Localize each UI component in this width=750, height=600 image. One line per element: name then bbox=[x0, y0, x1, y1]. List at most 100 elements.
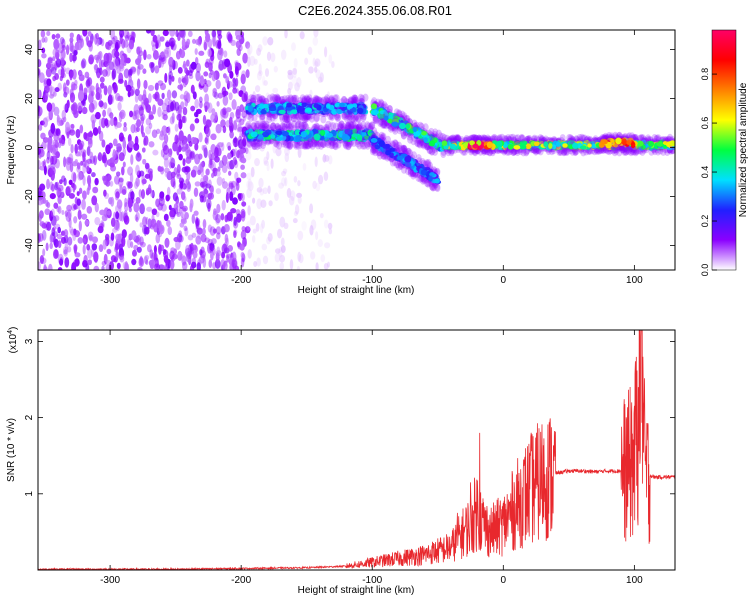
spectrogram-cell bbox=[361, 141, 368, 150]
spectrogram-cell bbox=[344, 115, 351, 124]
spectrogram-cell bbox=[259, 145, 265, 152]
spectrogram-cell bbox=[345, 123, 352, 132]
spectrogram-cell bbox=[291, 114, 298, 123]
spectrogram-cell bbox=[136, 64, 141, 75]
spectrogram-cell bbox=[130, 154, 134, 166]
spectrogram-cell bbox=[273, 65, 278, 73]
spectrogram-cell bbox=[192, 250, 198, 259]
spectrogram-cell bbox=[50, 208, 55, 217]
spectrogram-cell bbox=[256, 141, 263, 149]
spectrogram-cell bbox=[271, 124, 278, 133]
spectrogram-cell bbox=[405, 167, 411, 176]
spectrogram-cell bbox=[62, 82, 67, 93]
spectrogram-cell bbox=[194, 98, 200, 109]
spectrogram-cell bbox=[372, 115, 379, 124]
spectrogram-cell bbox=[121, 166, 125, 176]
spectrogram-cell bbox=[274, 192, 279, 202]
spectrogram-cell bbox=[50, 61, 55, 69]
spectrogram-cell bbox=[302, 121, 309, 130]
spectrogram-cell bbox=[113, 175, 121, 185]
spectrogram-cell bbox=[348, 96, 355, 105]
spectrogram-cell bbox=[66, 99, 70, 109]
spectrogram-cell bbox=[66, 204, 72, 212]
spectrogram-cell bbox=[38, 199, 43, 206]
spectrogram-cell bbox=[300, 113, 307, 122]
spectrogram-cell bbox=[132, 249, 137, 257]
spectrogram-cell bbox=[331, 61, 335, 68]
spectrogram-cell bbox=[303, 137, 310, 146]
spectrogram-cell bbox=[326, 104, 331, 109]
spectrogram-cell bbox=[81, 199, 86, 210]
spectrogram-cell bbox=[211, 238, 217, 245]
spectrogram-cell bbox=[187, 30, 193, 38]
spectrogram-cell bbox=[271, 94, 278, 102]
spectrogram-cell bbox=[288, 122, 295, 131]
spectrogram-cell bbox=[208, 62, 213, 72]
spectrogram-cell bbox=[144, 254, 150, 261]
spectrogram-cell bbox=[193, 210, 199, 216]
spectrogram-cell bbox=[85, 263, 90, 270]
spectrogram-cell bbox=[81, 58, 87, 69]
spectrogram-cell bbox=[378, 131, 385, 140]
spectrogram-cell bbox=[138, 50, 144, 57]
spectrogram-cell bbox=[94, 63, 99, 74]
spectrogram-cell bbox=[283, 112, 289, 121]
spectrogram-cell bbox=[269, 122, 276, 131]
spectrogram-cell bbox=[233, 120, 237, 131]
spectrogram-cell bbox=[256, 93, 262, 102]
spectrogram-cell bbox=[45, 116, 51, 122]
spectrogram-cell bbox=[356, 121, 363, 130]
spectrogram-cell bbox=[222, 125, 227, 134]
spectrogram-cell bbox=[82, 234, 88, 245]
spectrogram-cell bbox=[113, 83, 118, 94]
spectrogram-cell bbox=[221, 154, 228, 166]
spectrogram-cell bbox=[180, 216, 186, 224]
spectrogram-cell bbox=[285, 115, 292, 124]
spectrogram-cell bbox=[302, 162, 307, 171]
spectrogram-cell bbox=[222, 95, 229, 106]
spectrogram-cell bbox=[51, 33, 56, 40]
spectrogram-cell bbox=[163, 264, 167, 270]
spectrogram-cell bbox=[127, 166, 134, 176]
spectrogram-cell bbox=[57, 205, 62, 214]
spectrogram-cell bbox=[161, 92, 165, 100]
spectrogram-cell bbox=[204, 93, 209, 105]
spectrogram-cell bbox=[276, 141, 283, 150]
spectrogram-cell bbox=[284, 115, 291, 124]
spectrogram-cell bbox=[341, 133, 350, 141]
spectrogram-cell bbox=[115, 211, 120, 220]
spectrogram-cell bbox=[285, 122, 292, 131]
spectrogram-cell bbox=[350, 95, 357, 104]
spectrogram-cell bbox=[183, 225, 188, 232]
spectrogram-cell bbox=[248, 105, 253, 112]
spectrogram-cell bbox=[223, 50, 228, 58]
spectrogram-cell bbox=[261, 120, 268, 129]
spectrogram-cell bbox=[111, 48, 117, 59]
spectrogram-cell bbox=[101, 139, 106, 148]
spectrogram-cell bbox=[290, 109, 297, 114]
spectrogram-cell bbox=[118, 177, 124, 183]
spectrogram-cell bbox=[41, 53, 47, 59]
spectrogram-cell bbox=[109, 112, 114, 119]
spectrogram-cell bbox=[97, 225, 104, 234]
spectrogram-cell bbox=[54, 249, 59, 258]
spectrogram-cell bbox=[211, 172, 215, 179]
spectrogram-cell bbox=[359, 141, 366, 150]
spectrogram-cell bbox=[38, 160, 41, 170]
spectrogram-cell bbox=[352, 94, 359, 103]
spectrogram-cell bbox=[82, 149, 87, 159]
spectrogram-cell bbox=[153, 263, 161, 270]
spectrogram-cell bbox=[350, 120, 357, 129]
spectrogram-cell bbox=[258, 122, 264, 131]
spectrogram-cell bbox=[225, 253, 232, 259]
spectrogram-cell bbox=[199, 100, 203, 109]
spectrogram-cell bbox=[204, 237, 210, 244]
spectrogram-cell bbox=[280, 139, 287, 148]
spectrogram-cell bbox=[320, 140, 327, 148]
spectrogram-cell bbox=[351, 121, 358, 130]
spectrogram-cell bbox=[135, 234, 142, 246]
spectrogram-cell bbox=[166, 186, 171, 196]
spectrogram-cell bbox=[223, 224, 230, 233]
spectrogram-cell bbox=[123, 40, 129, 48]
spectrogram-cell bbox=[239, 131, 243, 140]
